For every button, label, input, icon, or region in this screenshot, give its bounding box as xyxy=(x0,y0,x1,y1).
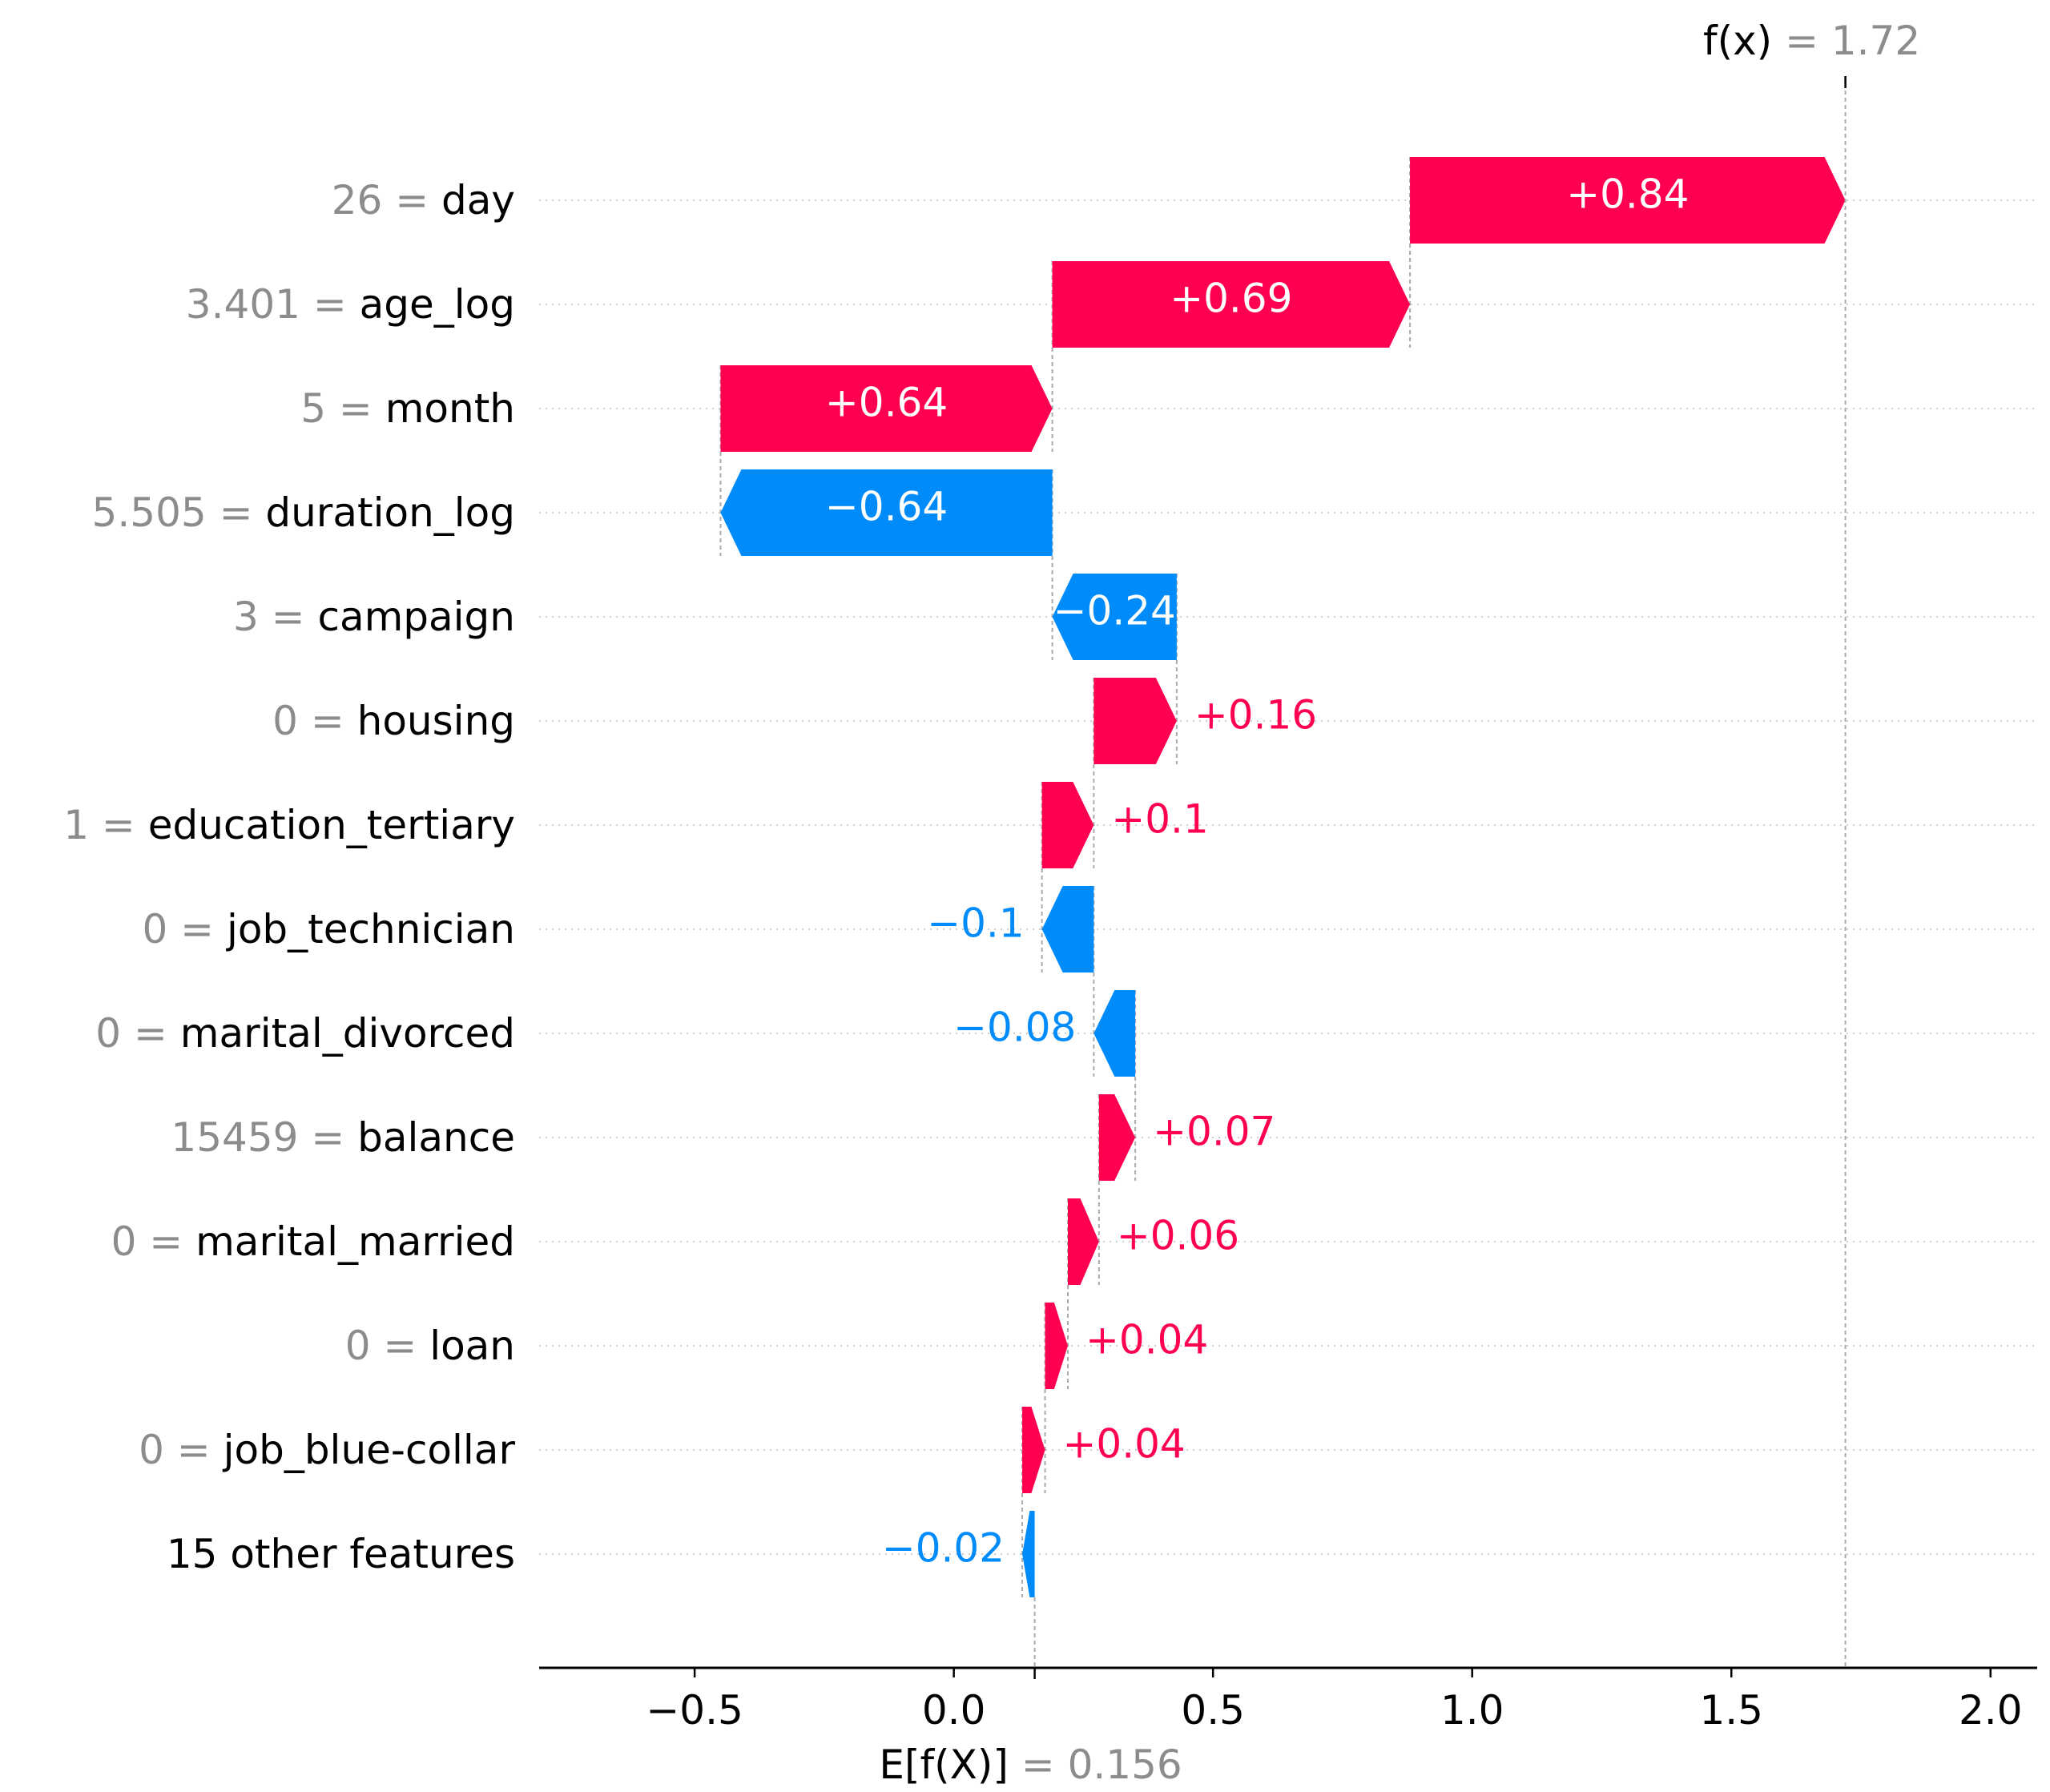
feature-name: day xyxy=(441,177,515,223)
feature-label: 15459 = balance xyxy=(171,1114,515,1161)
feature-label: 0 = housing xyxy=(272,698,515,744)
bar-value-label: −0.08 xyxy=(953,1005,1076,1051)
output-value-name: f(x) xyxy=(1703,18,1772,64)
feature-name: housing xyxy=(357,698,515,744)
bar-value-label: +0.1 xyxy=(1111,796,1208,843)
negative-bar xyxy=(1041,886,1094,973)
feature-name: duration_log xyxy=(265,489,515,536)
feature-name: age_log xyxy=(360,281,515,328)
feature-name: loan xyxy=(429,1323,515,1369)
base-value-label: E[f(X)] = 0.156 xyxy=(879,1742,1182,1788)
feature-label: 3 = campaign xyxy=(233,594,515,640)
positive-bar xyxy=(1041,782,1094,868)
feature-label: 0 = job_technician xyxy=(142,906,515,952)
positive-bar xyxy=(1045,1303,1068,1389)
x-tick-label: −0.5 xyxy=(646,1687,743,1734)
feature-value: 0 = xyxy=(142,906,227,952)
feature-name: marital_married xyxy=(195,1218,515,1265)
reference-lines: E[f(X)] = 0.156 f(x) = 1.72 xyxy=(879,18,1920,1788)
x-axis: −0.5 0.0 0.5 1.0 1.5 2.0 xyxy=(539,1666,2037,1734)
feature-labels: 26 = day 3.401 = age_log 5 = month 5.505 = … xyxy=(63,177,515,1577)
feature-name: marital_divorced xyxy=(180,1010,515,1057)
feature-label: 0 = marital_married xyxy=(111,1218,515,1265)
bar-value-label: +0.16 xyxy=(1194,692,1317,739)
bar-value-label: +0.04 xyxy=(1063,1421,1186,1468)
negative-bar xyxy=(720,469,1053,556)
feature-name: 15 other features xyxy=(167,1531,515,1577)
feature-label: 5.505 = duration_log xyxy=(92,489,515,536)
positive-bar xyxy=(1098,1094,1136,1181)
feature-name: balance xyxy=(357,1114,515,1161)
feature-value: 0 = xyxy=(111,1218,196,1265)
bar-value-label: +0.06 xyxy=(1117,1213,1239,1259)
feature-name: month xyxy=(385,385,515,432)
x-tick-label: 1.5 xyxy=(1699,1687,1763,1734)
x-tick-label: 1.0 xyxy=(1440,1687,1504,1734)
feature-name: campaign xyxy=(317,594,515,640)
feature-value: 0 = xyxy=(95,1010,180,1057)
positive-bar xyxy=(1052,261,1411,348)
feature-label: 3.401 = age_log xyxy=(186,281,515,328)
feature-label: 26 = day xyxy=(332,177,515,223)
positive-bar xyxy=(1093,678,1177,764)
bar-value-label: −0.64 xyxy=(825,484,948,530)
feature-value: 0 = xyxy=(139,1427,224,1473)
x-tick-label: 2.0 xyxy=(1959,1687,2023,1734)
positive-bar xyxy=(1410,157,1846,244)
feature-name: job_technician xyxy=(226,906,515,952)
feature-value: 5.505 = xyxy=(92,489,266,536)
positive-bar xyxy=(1022,1407,1045,1493)
x-tick-label: 0.5 xyxy=(1181,1687,1245,1734)
positive-bar xyxy=(1068,1198,1099,1285)
feature-value: 0 = xyxy=(345,1323,430,1369)
bar-value-label: +0.84 xyxy=(1566,171,1689,218)
feature-value: 3.401 = xyxy=(186,281,360,328)
output-value-number: = 1.72 xyxy=(1772,18,1920,64)
bars xyxy=(720,157,1846,1597)
feature-label: 0 = marital_divorced xyxy=(95,1010,515,1057)
negative-bar xyxy=(1093,990,1136,1077)
negative-bar xyxy=(1052,574,1177,660)
feature-label: 0 = job_blue-collar xyxy=(139,1427,515,1473)
base-value-name: E[f(X)] xyxy=(879,1742,1008,1788)
bar-value-label: −0.1 xyxy=(927,900,1024,947)
feature-value: 0 = xyxy=(272,698,357,744)
feature-value: 3 = xyxy=(233,594,318,640)
bar-value-label: +0.69 xyxy=(1170,276,1292,322)
bar-value-label: +0.04 xyxy=(1085,1317,1208,1363)
negative-bar xyxy=(1022,1511,1035,1597)
output-value-label: f(x) = 1.72 xyxy=(1703,18,1920,64)
feature-name: job_blue-collar xyxy=(223,1427,516,1473)
feature-label: 0 = loan xyxy=(345,1323,515,1369)
feature-value: 26 = xyxy=(332,177,441,223)
positive-bar xyxy=(720,365,1053,452)
bar-value-label: +0.07 xyxy=(1153,1109,1275,1155)
bar-labels: +0.84 +0.69 +0.64 −0.64 −0.24 +0.16 +0.1 −0.1 −0… xyxy=(825,171,1690,1572)
feature-value: 5 = xyxy=(300,385,385,432)
feature-name: education_tertiary xyxy=(148,802,515,848)
bar-value-label: −0.02 xyxy=(882,1525,1005,1572)
feature-value: 15459 = xyxy=(171,1114,357,1161)
base-value-number: = 0.156 xyxy=(1009,1742,1182,1788)
feature-value: 1 = xyxy=(63,802,148,848)
feature-label: 5 = month xyxy=(300,385,515,432)
feature-label: 1 = education_tertiary xyxy=(63,802,515,848)
bar-value-label: −0.24 xyxy=(1053,588,1176,634)
x-tick-label: 0.0 xyxy=(922,1687,986,1734)
feature-label: 15 other features xyxy=(167,1531,515,1577)
bar-value-label: +0.64 xyxy=(825,380,948,426)
